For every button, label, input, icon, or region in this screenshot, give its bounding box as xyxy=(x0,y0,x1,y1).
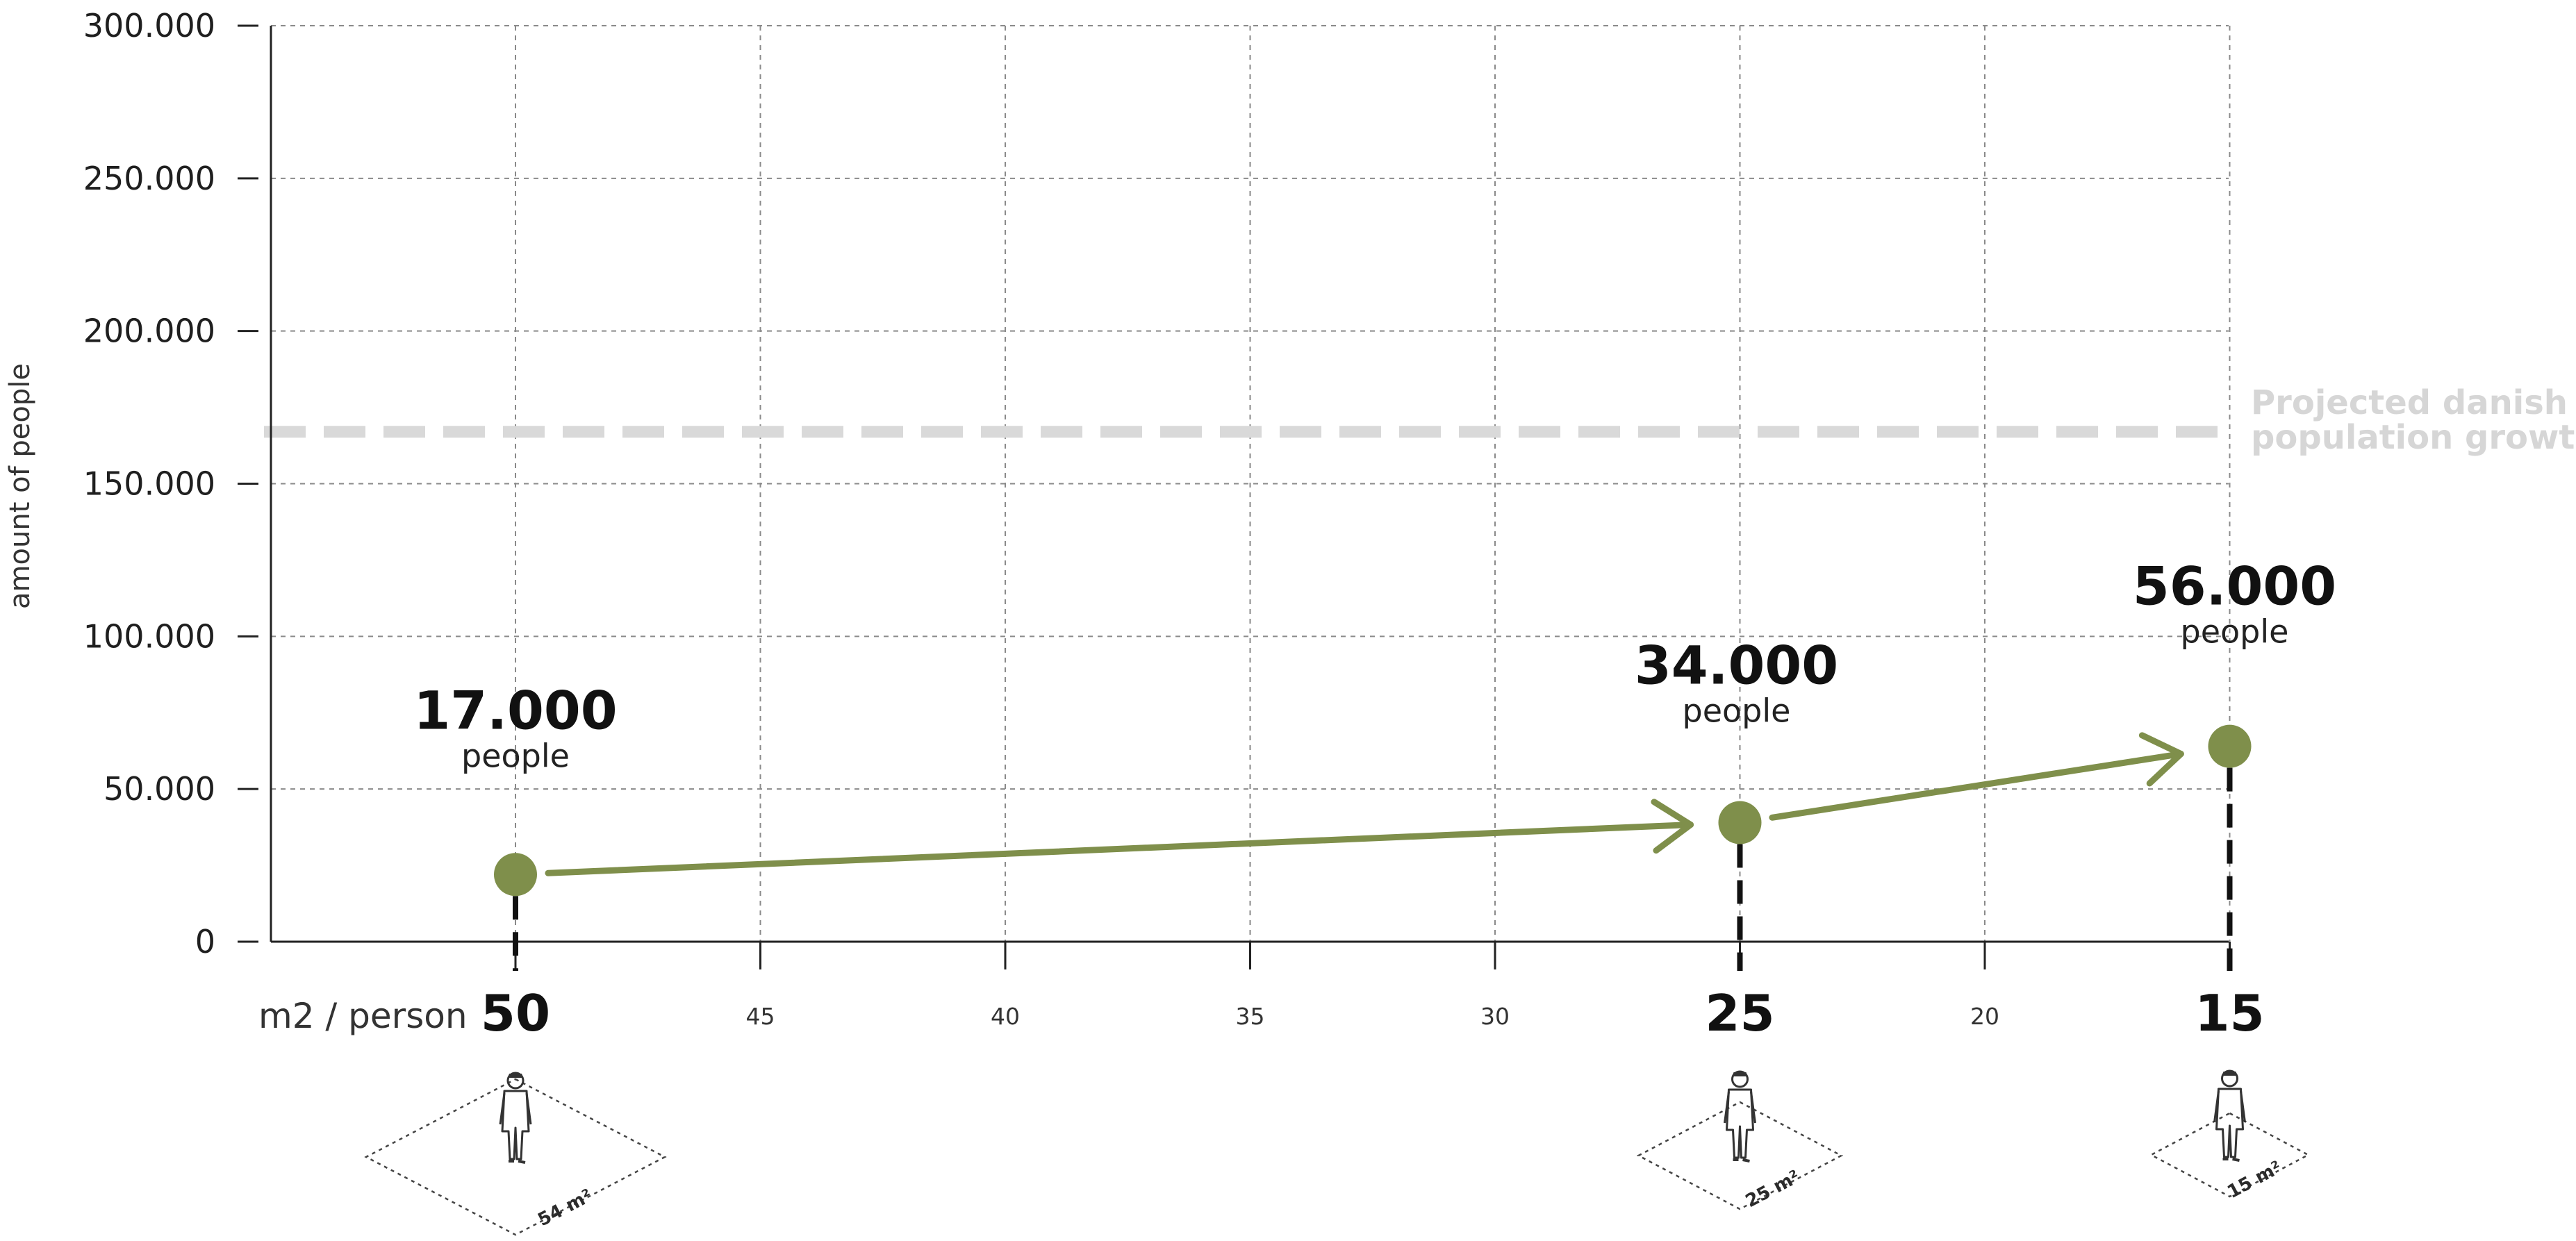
point-value-label: 56.000 xyxy=(2133,556,2336,617)
x-tick-label: 45 xyxy=(746,1003,775,1030)
x-tick-label: 25 xyxy=(1705,984,1774,1042)
y-tick-label: 100.000 xyxy=(83,617,215,655)
floor-area-icon xyxy=(364,1078,667,1236)
data-point xyxy=(1718,801,1762,844)
point-value-label: 17.000 xyxy=(413,679,617,741)
x-tick-label: 15 xyxy=(2195,984,2264,1042)
axes: 0 50.000 100.000 150.000 200.000 250.000 300.0… xyxy=(4,7,2265,1042)
x-axis-label: m2 / person xyxy=(258,996,468,1036)
area-icons-group: 54 m² 25 m² 15 m² xyxy=(364,1069,2311,1236)
y-axis-label: amount of people xyxy=(4,363,36,609)
point-unit-label: people xyxy=(1683,692,1791,730)
y-tick-label: 50.000 xyxy=(104,770,215,808)
area-label: 15 m² xyxy=(2224,1157,2285,1203)
grid xyxy=(271,25,2231,942)
x-tick-label: 35 xyxy=(1236,1003,1265,1030)
y-tick-label: 250.000 xyxy=(83,160,215,197)
data-point xyxy=(2208,724,2252,768)
series-group xyxy=(494,724,2252,971)
y-tick-label: 300.000 xyxy=(83,7,215,44)
reference-label-line2: population growth xyxy=(2251,418,2576,457)
x-tick-label: 50 xyxy=(481,984,550,1042)
series-arrow-line xyxy=(1769,751,2184,821)
point-value-label: 34.000 xyxy=(1635,635,1838,697)
person-icon xyxy=(499,1072,532,1164)
person-icon xyxy=(2213,1069,2247,1162)
series-arrow-head xyxy=(1651,799,1694,854)
area-label: 54 m² xyxy=(534,1185,595,1231)
data-point xyxy=(494,853,537,897)
series-arrow-line xyxy=(545,822,1694,876)
person-icon xyxy=(1723,1070,1757,1163)
floor-area-icon xyxy=(2149,1112,2311,1198)
y-tick-label: 0 xyxy=(195,923,215,960)
y-tick-label: 150.000 xyxy=(83,465,215,503)
point-unit-label: people xyxy=(2181,613,2289,651)
reference-label-line1: Projected danish xyxy=(2251,383,2568,422)
point-unit-label: people xyxy=(461,737,570,774)
x-tick-label: 40 xyxy=(991,1003,1020,1030)
floor-area-icon xyxy=(1636,1101,1844,1210)
x-tick-label: 30 xyxy=(1480,1003,1510,1030)
x-tick-label: 20 xyxy=(1970,1003,1999,1030)
series-arrow-head xyxy=(2138,732,2184,787)
area-label: 25 m² xyxy=(1742,1167,1803,1213)
y-tick-label: 200.000 xyxy=(83,313,215,350)
